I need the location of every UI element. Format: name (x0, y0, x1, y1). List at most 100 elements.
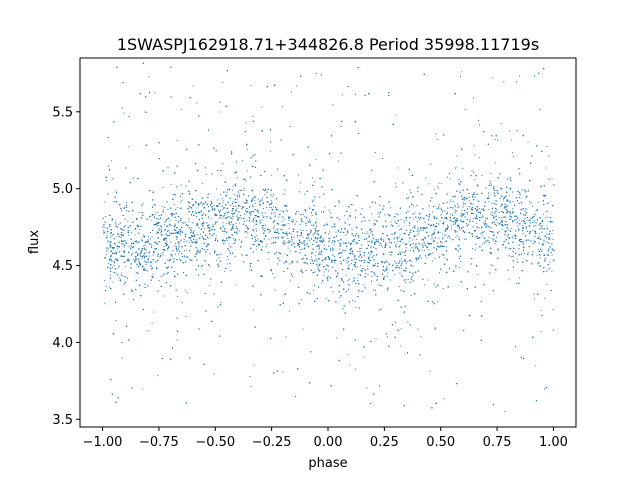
data-point (306, 230, 308, 232)
data-point (120, 274, 122, 276)
data-point (416, 239, 418, 240)
data-point (163, 246, 165, 247)
data-point (532, 205, 534, 207)
data-point (469, 218, 471, 220)
data-point (528, 189, 530, 191)
data-point (347, 353, 349, 355)
data-point (252, 230, 254, 232)
data-point (103, 280, 105, 282)
data-point (160, 276, 162, 278)
data-point (525, 240, 527, 242)
data-point (238, 211, 240, 213)
data-point (170, 212, 172, 214)
data-point (176, 249, 178, 251)
data-point (222, 222, 224, 224)
data-point (496, 208, 498, 210)
data-point (523, 249, 524, 251)
data-point (188, 241, 190, 243)
data-point (417, 242, 419, 244)
data-point (445, 234, 447, 236)
data-point (183, 255, 185, 257)
data-point (239, 189, 241, 191)
data-point (150, 215, 152, 217)
data-point (354, 259, 355, 261)
data-point (159, 225, 161, 227)
data-point (221, 205, 223, 207)
data-point (315, 72, 317, 74)
data-point (205, 293, 206, 295)
data-point (204, 207, 205, 209)
data-point (245, 236, 247, 238)
data-point (348, 224, 350, 226)
data-point (476, 216, 478, 217)
data-point (288, 218, 289, 220)
data-point (364, 220, 366, 222)
data-point (536, 263, 538, 265)
data-point (355, 209, 357, 211)
data-point (197, 234, 199, 236)
data-point (255, 235, 257, 237)
data-point (246, 148, 248, 150)
data-point (143, 269, 145, 271)
data-point (179, 228, 181, 230)
data-point (359, 247, 361, 249)
data-point (285, 209, 287, 211)
data-point (284, 253, 286, 255)
data-point (537, 237, 539, 239)
data-point (450, 220, 451, 221)
data-point (378, 284, 380, 286)
data-point (220, 216, 222, 218)
data-point (120, 256, 122, 258)
data-point (286, 211, 288, 213)
data-point (436, 138, 438, 140)
data-point (366, 231, 368, 233)
data-point (399, 252, 401, 254)
data-point (118, 223, 119, 225)
data-point (235, 226, 237, 227)
data-point (262, 215, 264, 217)
data-point (261, 197, 263, 199)
data-point (112, 281, 114, 283)
data-point (292, 275, 294, 277)
data-point (437, 242, 438, 244)
data-point (546, 284, 548, 285)
data-point (545, 236, 547, 238)
data-point (185, 315, 187, 317)
data-point (236, 161, 237, 163)
data-point (307, 221, 309, 222)
data-point (184, 289, 186, 291)
data-point (304, 193, 306, 195)
data-point (546, 146, 548, 148)
data-point (497, 222, 499, 224)
data-point (234, 213, 236, 214)
data-point (283, 193, 285, 195)
data-point (117, 248, 119, 250)
data-point (363, 356, 365, 358)
data-point (407, 279, 409, 280)
data-point (298, 174, 299, 176)
data-point (319, 196, 321, 198)
data-point (345, 259, 347, 261)
data-point (242, 179, 244, 181)
data-point (512, 235, 514, 237)
data-point (444, 231, 446, 233)
data-point (418, 232, 420, 234)
data-point (454, 217, 456, 218)
data-point (506, 230, 508, 232)
data-point (209, 265, 210, 267)
data-point (535, 365, 537, 367)
data-point (266, 207, 267, 209)
data-point (539, 228, 541, 230)
data-point (444, 234, 446, 236)
data-point (356, 226, 357, 228)
data-point (237, 211, 239, 213)
data-point (323, 266, 324, 268)
data-point (474, 179, 476, 181)
data-point (387, 213, 389, 215)
data-point (274, 277, 276, 279)
data-point (121, 275, 123, 277)
data-point (399, 345, 401, 347)
data-point (192, 233, 194, 234)
data-point (462, 203, 464, 205)
data-point (144, 235, 146, 237)
